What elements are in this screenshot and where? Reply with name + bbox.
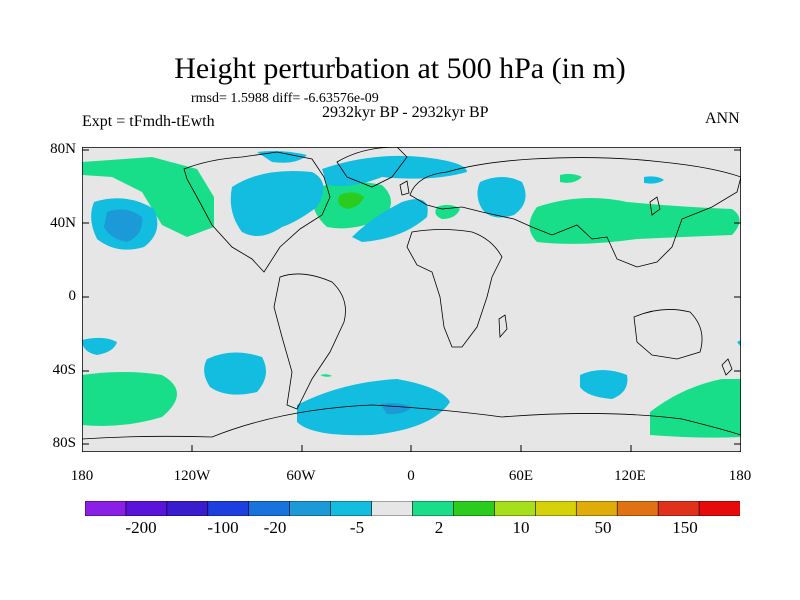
colorbar-swatch: [166, 501, 209, 516]
colorbar-swatch: [289, 501, 332, 516]
colorbar-swatch: [535, 501, 577, 516]
lon-label-120e: 120E: [614, 468, 646, 484]
lon-label-0: 0: [407, 468, 415, 484]
lat-label-0: 0: [68, 288, 77, 304]
lat-label-40s: 40S: [52, 362, 76, 378]
colorbar-label: -5: [349, 518, 365, 537]
world-map: [82, 147, 741, 452]
colorbar-swatch: [494, 501, 536, 516]
lat-label-80s: 80S: [52, 435, 76, 451]
lon-label-60e: 60E: [508, 468, 534, 484]
colorbar-swatch: [125, 501, 168, 516]
colorbar-swatch: [207, 501, 250, 516]
tick-marks: [82, 147, 741, 452]
period-subtitle: 2932kyr BP - 2932kyr BP: [322, 104, 489, 121]
colorbar-swatch: [698, 501, 740, 516]
colorbar-label: 150: [672, 518, 698, 537]
chart-title: Height perturbation at 500 hPa (in m): [174, 52, 626, 85]
colorbar-label: 2: [434, 518, 444, 537]
coastlines: [82, 147, 741, 440]
colorbar-label: 50: [594, 518, 612, 537]
lon-label-180e: 180: [728, 468, 752, 484]
stats-subtitle: rmsd= 1.5988 diff= -6.63576e-09: [191, 91, 379, 106]
colorbar-label: -20: [263, 518, 287, 537]
colorbar-label: -200: [125, 518, 157, 537]
positive-anomaly-regions: [82, 157, 741, 438]
lon-label-180w: 180: [70, 468, 94, 484]
colorbar-swatch: [371, 501, 414, 516]
lon-label-120w: 120W: [173, 468, 211, 484]
colorbar-swatch: [85, 501, 127, 516]
season-label: ANN: [705, 110, 740, 127]
colorbar-label: 10: [512, 518, 530, 537]
experiment-label: Expt = tFmdh-tEwth: [82, 113, 215, 130]
lat-label-80n: 80N: [50, 141, 76, 157]
colorbar-swatch: [616, 501, 659, 516]
colorbar-swatch: [575, 501, 618, 516]
colorbar: [85, 501, 740, 516]
colorbar-swatch: [453, 501, 495, 516]
lon-label-60w: 60W: [286, 468, 316, 484]
colorbar-label: -100: [207, 518, 239, 537]
strong-positive-region: [338, 192, 364, 209]
colorbar-swatch: [657, 501, 700, 516]
colorbar-swatch: [330, 501, 373, 516]
colorbar-swatch: [412, 501, 455, 516]
lat-label-40n: 40N: [50, 215, 76, 231]
colorbar-swatch: [248, 501, 291, 516]
